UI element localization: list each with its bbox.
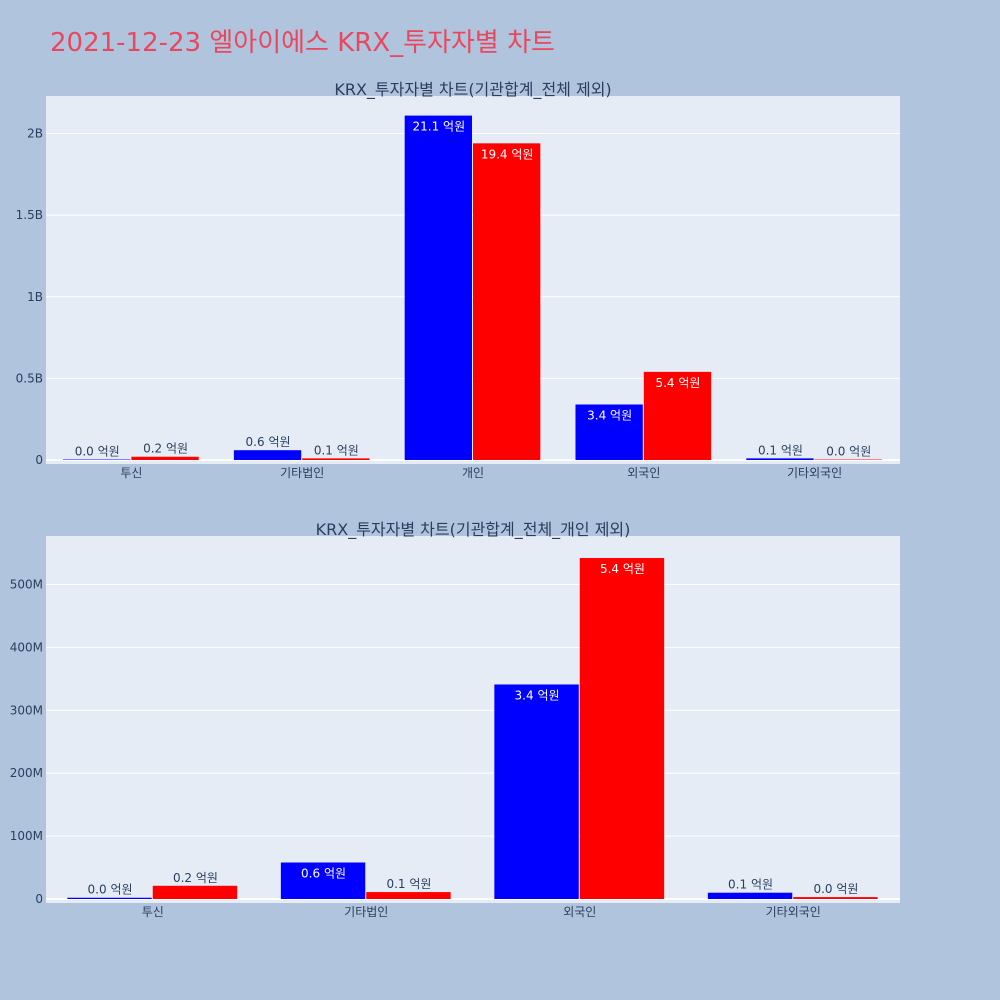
chart1-data-label: 0.0 억원 — [826, 445, 871, 459]
chart1-ytick-label: 2B — [27, 127, 43, 141]
chart2-ytick-label: 0 — [35, 892, 43, 906]
chart2-bar-기타법인-s1 — [280, 862, 366, 899]
chart1-xtick-label: 개인 — [462, 466, 484, 480]
chart2-data-label: 0.0 억원 — [813, 882, 858, 896]
chart1-bar-개인-s2 — [473, 143, 541, 461]
chart2-title: KRX_투자자별 차트(기관합계_전체_개인 제외) — [316, 520, 631, 540]
chart1-data-label: 0.1 억원 — [314, 443, 359, 457]
chart2-data-label: 5.4 억원 — [600, 562, 645, 576]
chart1-data-label: 0.2 억원 — [143, 442, 188, 456]
chart1-bar-개인-s1 — [404, 115, 472, 461]
chart1-data-label: 0.6 억원 — [246, 435, 291, 449]
chart2-xtick-label: 기타법인 — [344, 905, 388, 919]
chart2-bar-외국인-s1 — [494, 684, 579, 899]
chart2-data-label: 0.1 억원 — [728, 878, 773, 892]
chart2-ytick-label: 100M — [10, 829, 43, 843]
chart2-data-label: 0.0 억원 — [88, 883, 133, 897]
chart2-data-label: 0.6 억원 — [301, 867, 346, 881]
chart1-xtick-label: 기타외국인 — [787, 466, 842, 480]
chart1-data-label: 0.0 억원 — [75, 445, 120, 459]
chart2-ytick-label: 300M — [10, 703, 43, 717]
chart2-bar-기타외국인-s1 — [707, 892, 793, 899]
chart2-bar-외국인-s2 — [579, 558, 665, 899]
chart2-xtick-label: 기타외국인 — [766, 905, 821, 919]
chart1-data-label: 19.4 억원 — [481, 147, 534, 161]
chart1-xtick-label: 투신 — [120, 466, 142, 480]
chart1-bar-기타외국인-s2 — [814, 459, 882, 460]
chart2-data-label: 3.4 억원 — [515, 688, 560, 702]
chart2-xtick-label: 외국인 — [563, 905, 596, 919]
chart1-bar-외국인-s2 — [643, 371, 712, 460]
chart1-xtick-label: 기타법인 — [280, 466, 324, 480]
chart1-title: KRX_투자자별 차트(기관합계_전체 제외) — [334, 80, 611, 100]
chart1-bar-외국인-s1 — [575, 404, 643, 460]
chart1-ytick-label: 1.5B — [16, 208, 43, 222]
chart1-ytick-label: 1B — [27, 290, 43, 304]
chart2-xtick-label: 투신 — [142, 905, 164, 919]
chart1-data-label: 5.4 억원 — [655, 376, 700, 390]
chart2-bar-투신-s1 — [67, 897, 152, 899]
chart1-bar-기타외국인-s1 — [746, 458, 814, 460]
chart2-data-label: 0.1 억원 — [386, 877, 431, 891]
chart2-ytick-label: 200M — [10, 766, 43, 780]
chart1-bar-투신-s2 — [131, 456, 199, 460]
page-title: 2021-12-23 엘아이에스 KRX_투자자별 차트 — [50, 28, 555, 58]
chart1-data-label: 21.1 억원 — [413, 120, 466, 134]
chart2-bar-기타외국인-s2 — [793, 897, 878, 899]
chart1-data-label: 0.1 억원 — [758, 443, 803, 457]
chart1-xtick-label: 외국인 — [627, 466, 660, 480]
chart1-data-label: 3.4 억원 — [587, 409, 632, 423]
chart2-ytick-label: 400M — [10, 640, 43, 654]
chart1-ytick-label: 0.5B — [16, 371, 43, 385]
chart1-bar-기타법인-s2 — [302, 458, 370, 460]
chart2-bar-기타법인-s2 — [366, 892, 451, 899]
chart1-bar-투신-s1 — [63, 459, 131, 460]
chart2-plot-area — [46, 536, 900, 903]
chart2-data-label: 0.2 억원 — [173, 871, 218, 885]
chart1-ytick-label: 0 — [35, 453, 43, 467]
chart2-bar-투신-s2 — [152, 885, 238, 899]
chart2-ytick-label: 500M — [10, 577, 43, 591]
chart1-bar-기타법인-s1 — [233, 450, 302, 460]
